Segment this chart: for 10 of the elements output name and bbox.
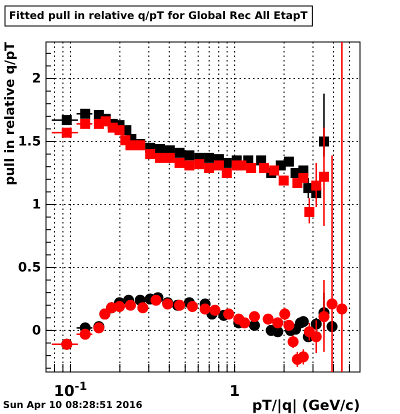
y-tick-label: 1 — [32, 198, 41, 213]
text: Sun Apr 10 08:28:51 2016 — [3, 400, 143, 411]
y-axis-title: pull in relative q/pT — [3, 42, 18, 186]
y-tick-label: 2 — [32, 72, 41, 87]
y-tick-label: 0.5 — [18, 260, 41, 276]
chart-title: Fitted pull in relative q/pT for Global Rec All EtapT — [9, 10, 308, 22]
x-axis-title: pT/|q| (GeV/c) — [252, 398, 360, 414]
x-tick-label: 10$^{-1}$ — [54, 380, 88, 400]
y-tick-label: 1.5 — [18, 134, 41, 150]
y-tick-label: 0 — [32, 324, 41, 339]
